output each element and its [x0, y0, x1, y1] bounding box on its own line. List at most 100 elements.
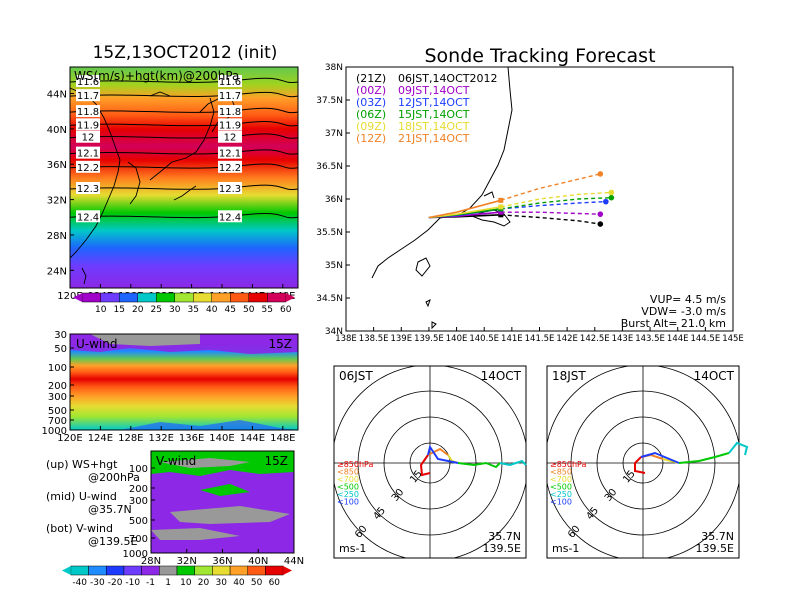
colorbar-top-label: 25 — [151, 305, 162, 315]
tracking-legend-utc: (06Z) — [356, 108, 386, 121]
tracking-legend-local: 09JST,14OCT — [398, 84, 470, 97]
track-descent-line — [500, 200, 606, 210]
colorbar-top-swatch — [156, 292, 175, 303]
uwind-lon-tick-label: 120E — [57, 433, 82, 444]
colorbar-top-swatch — [248, 292, 268, 303]
height-contour-label-bg — [76, 146, 100, 159]
hodograph-unit: ms-1 — [552, 542, 579, 555]
hodograph-unit: ms-1 — [339, 542, 366, 555]
colorbar-bottom-swatch — [247, 565, 266, 576]
uwind-p-tick-label: 200 — [48, 381, 67, 392]
colorbar-bottom-end-left — [62, 566, 71, 575]
height-contour-label: 12.3 — [77, 184, 99, 195]
colorbar-top-swatch — [193, 292, 212, 303]
colorbar-bottom-label: 20 — [198, 578, 210, 588]
colorbar-bottom-swatch — [176, 565, 195, 576]
colorbar-top-label: 55 — [262, 305, 273, 315]
hodograph-trace — [499, 459, 527, 467]
track-ascent-line — [428, 199, 502, 219]
colorbar-bottom-label: 30 — [216, 578, 228, 588]
height-contour-label: 12.3 — [219, 184, 241, 195]
track-landing-marker — [603, 198, 609, 205]
track-landing-marker — [608, 189, 615, 196]
colorbar-top-swatch — [267, 292, 286, 303]
track-landing-marker — [608, 194, 615, 201]
colorbar-bottom-swatch — [159, 565, 178, 576]
colorbar-top-swatch — [137, 292, 157, 303]
uwind-lon-tick-label: 132E — [148, 433, 173, 444]
tracking-lon-tick-label: 143.5E — [635, 334, 665, 344]
colorbar-top-label: 35 — [188, 305, 199, 315]
hodograph-lat: 35.7N — [701, 530, 734, 543]
vwind-p-tick-label: 700 — [129, 534, 148, 545]
tracking-lat-tick-label: 34N — [325, 327, 343, 337]
uwind-p-tick-label: 700 — [48, 416, 67, 427]
uwind-lon-tick-label: 128E — [118, 433, 143, 444]
height-contour-label-bg — [218, 75, 242, 88]
vwind-grey-bottom — [151, 528, 240, 540]
param-vdw: VDW= -3.0 m/s — [641, 305, 726, 318]
colorbar-top-label: 20 — [132, 305, 144, 315]
uwind-lon-tick-label: 148E — [270, 433, 295, 444]
hodograph-trace — [457, 461, 501, 469]
colorbar-bottom: -40 -30 -20 -10 -1 1 10 20 30 40 50 60 — [62, 565, 292, 588]
colorbar-top-swatch — [100, 292, 120, 303]
uwind-p-tick-label: 1000 — [42, 426, 67, 437]
tracking-lat-tick-label: 35N — [325, 261, 343, 271]
colorbar-bottom-label: 50 — [251, 578, 263, 588]
legend-notes: (up) WS+hgt@200hPa (mid) U-wind@35.7N (bot… — [46, 458, 140, 548]
tracking-lat-ticks: 38N 37.5N 37N 36.5N 36N 35.5N 35N 34.5N 34N — [316, 63, 350, 337]
hodograph-level-label: <500 — [337, 483, 359, 492]
height-contour-label-bg — [218, 210, 242, 223]
hodograph-lat: 35.7N — [488, 530, 521, 543]
height-contour-label-bg — [76, 75, 100, 88]
legend-note-line1: (mid) U-wind — [46, 490, 117, 503]
height-contour-label-bg — [218, 181, 242, 194]
height-contours: 11.6 11.6 11.7 11.7 11.8 11.8 11.9 11.9 12 12 12.1… — [69, 75, 299, 223]
tracking-lon-tick-label: 142E — [556, 334, 578, 344]
map-lat-tick-label: 28N — [47, 231, 67, 242]
tracking-legend-utc: (00Z) — [356, 84, 386, 97]
height-contour-label: 11.8 — [219, 107, 241, 118]
colorbar-bottom-label: -1 — [146, 578, 155, 588]
colorbar-bottom-swatch — [229, 565, 249, 576]
tracking-legend-utc: (12Z) — [356, 132, 386, 145]
tracking-lon-ticks: 138E 138.5E 139E 139.5E 140E 140.5E 141E 141.5E… — [335, 327, 744, 344]
param-vup: VUP= 4.5 m/s — [650, 293, 726, 306]
map-lat-ticks: 44N 40N 36N 32N 28N 24N — [47, 90, 74, 277]
colorbar-top: 10 15 20 25 30 35 40 45 50 55 60 — [73, 292, 295, 315]
tracking-lat-tick-label: 35.5N — [316, 228, 343, 238]
hodograph-date: 14OCT — [694, 369, 735, 383]
hodograph-level-label: <100 — [337, 498, 359, 507]
height-contour-label: 12.1 — [77, 149, 99, 160]
vwind-lat-tick-label: 36N — [212, 556, 232, 567]
uwind-p-tick-label: 30 — [54, 330, 67, 341]
tracking-legend-local: 15JST,14OCT — [398, 108, 470, 121]
tracking-lon-tick-label: 141.5E — [525, 334, 555, 344]
hodograph-trace — [634, 456, 646, 474]
vwind-green-patch — [200, 484, 250, 496]
hodograph-lon: 139.5E — [696, 542, 734, 555]
height-contour-label: 12 — [82, 133, 95, 144]
hodograph-trace — [427, 444, 459, 464]
uwind-p-tick-label: 300 — [48, 392, 67, 403]
legend-note-line2: @139.5E — [88, 535, 137, 548]
track-descent-line — [500, 191, 612, 208]
hodograph-level-label: <250 — [550, 490, 572, 499]
vwind-lat-tick-label: 40N — [248, 556, 268, 567]
uwind-p-tick-label: 500 — [48, 406, 67, 417]
colorbar-bottom-label: -10 — [125, 578, 140, 588]
ws-field — [70, 67, 298, 288]
tracking-panel: 38N 37.5N 37N 36.5N 36N 35.5N 35N 34.5N 34N 138E… — [316, 63, 744, 344]
uwind-lower-band — [120, 420, 298, 430]
height-contour-label: 12.4 — [77, 212, 99, 223]
height-contour-label-bg — [76, 118, 100, 131]
colorbar-bottom-label: -20 — [108, 578, 123, 588]
height-contour-label-bg — [218, 105, 242, 118]
vwind-lat-ticks: 28N 32N 36N 40N 44N — [141, 549, 304, 567]
height-contour-label: 12 — [224, 133, 237, 144]
tracking-lon-tick-label: 140E — [446, 334, 468, 344]
colorbar-bottom-swatch — [123, 565, 142, 576]
map-lat-tick-label: 44N — [47, 90, 67, 101]
